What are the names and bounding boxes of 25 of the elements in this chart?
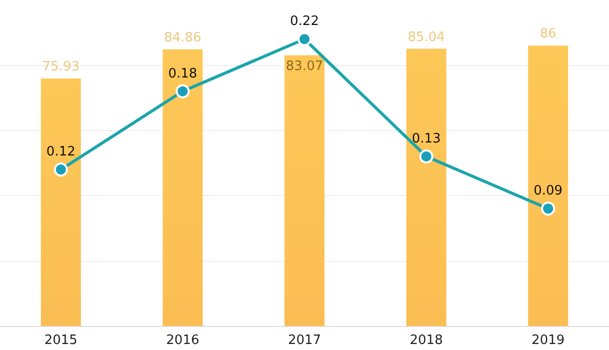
data-label: 83.07 [286,59,324,74]
x-tick-label: 2017 [288,333,322,348]
x-tick-label: 2019 [532,333,565,348]
bar [162,49,203,326]
point [54,162,68,177]
data-label: 85.04 [408,30,445,45]
point [298,32,312,46]
data-label: 0.09 [534,184,563,199]
x-tick-label: 2015 [44,333,78,348]
bar [406,48,446,326]
x-tick-label: 2018 [410,333,443,348]
data-label: 86 [540,26,556,42]
x-tick-label: 2016 [166,333,200,348]
point [541,202,556,216]
bar [284,55,324,326]
data-label: 0.22 [290,14,319,30]
data-label: 0.12 [46,144,76,160]
point [176,84,190,98]
data-label: 75.93 [42,59,80,74]
bar [528,46,568,326]
data-label: 0.18 [168,66,198,82]
data-label: 84.86 [164,30,202,46]
bar [40,78,81,326]
data-label: 0.13 [412,131,441,146]
point [419,149,434,164]
